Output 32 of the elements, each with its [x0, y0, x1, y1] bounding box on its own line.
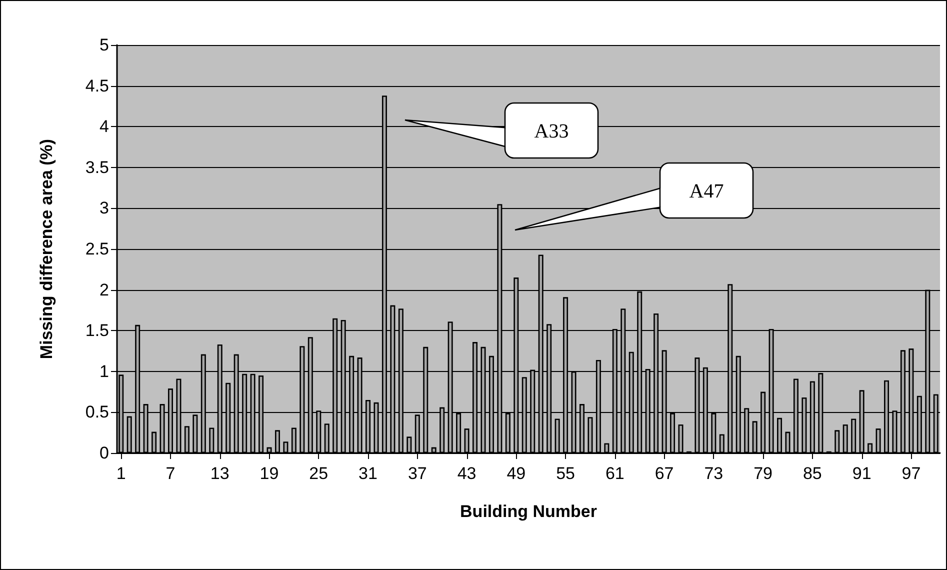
- x-tick-label: 37: [408, 464, 427, 483]
- x-tick-label: 25: [309, 464, 328, 483]
- x-tick-label: 73: [704, 464, 724, 483]
- y-tick-label: 0: [100, 444, 109, 462]
- x-tick-label: 61: [605, 464, 624, 483]
- x-tick-label: 85: [802, 464, 822, 483]
- x-tick-label: 49: [506, 464, 526, 483]
- y-axis-title: Missing difference area (%): [37, 138, 56, 360]
- x-tick-label: 67: [654, 464, 674, 483]
- x-tick-label: 43: [457, 464, 476, 483]
- y-tick-label: 0.5: [85, 402, 109, 422]
- annotation: A33: [534, 120, 569, 142]
- x-tick-label: 97: [902, 464, 921, 483]
- y-tick-label: 1: [100, 362, 109, 381]
- x-tick-label: 31: [358, 464, 378, 483]
- y-tick-label: 3.5: [85, 158, 109, 177]
- y-tick-label: 3: [100, 198, 109, 218]
- x-tick-label: 7: [166, 464, 176, 483]
- x-tick-label: 79: [754, 464, 773, 483]
- y-tick-label: 2: [100, 280, 109, 300]
- x-tick-label: 55: [556, 464, 575, 483]
- y-tick-label: 2.5: [85, 240, 109, 258]
- y-tick-label: 4.5: [85, 76, 109, 96]
- x-tick-label: 19: [260, 464, 279, 483]
- x-tick-label: 13: [210, 464, 230, 483]
- x-tick-label: 91: [852, 464, 872, 483]
- y-tick-label: 5: [100, 36, 109, 54]
- x-axis-title: Building Number: [460, 502, 598, 521]
- y-tick-label: 1.5: [85, 321, 109, 340]
- annotation: A47: [689, 180, 724, 202]
- x-tick-label: 1: [116, 464, 126, 483]
- y-tick-label: 4: [100, 117, 109, 136]
